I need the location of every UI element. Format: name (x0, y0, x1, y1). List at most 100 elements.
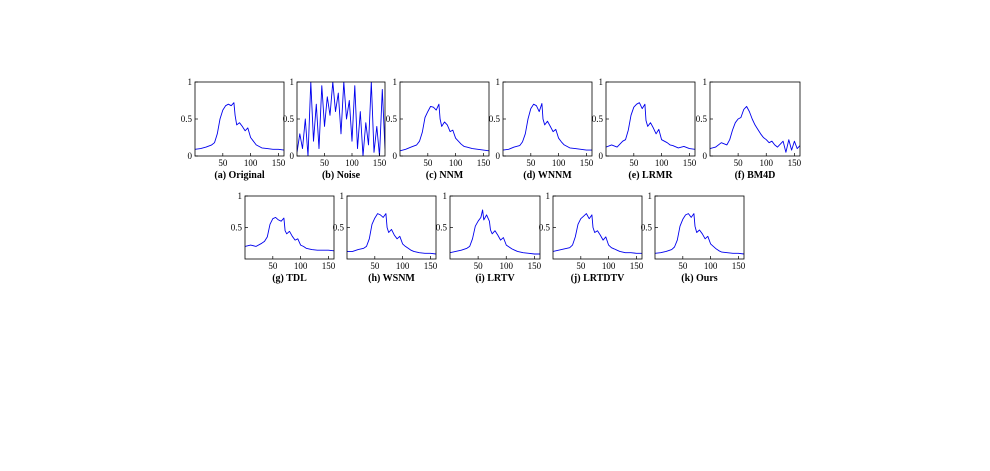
x-tick-label: 100 (294, 261, 308, 271)
subplot-1: 50 100 150 0 0.5 1 (a) Original (181, 77, 286, 181)
y-tick-label: 1 (599, 77, 604, 87)
y-tick-label: 1 (703, 77, 708, 87)
subplot-3: 50 100 150 0 0.5 1 (c) NNM (386, 77, 491, 181)
series-line (553, 213, 642, 254)
subplot-caption: (h) WSNM (368, 273, 415, 284)
x-tick-label: 150 (373, 158, 387, 168)
axes-frame (346, 195, 437, 260)
subplot-caption: (d) WNNM (523, 170, 572, 181)
y-tick-label: 0.5 (231, 223, 243, 233)
x-tick-label: 50 (526, 158, 536, 168)
x-tick-label: 150 (732, 261, 746, 271)
series-line (655, 213, 744, 255)
y-tick-label: 0.5 (641, 223, 653, 233)
series-line (606, 102, 695, 150)
series-line (245, 216, 334, 252)
x-tick-label: 150 (580, 158, 594, 168)
subplot-caption: (g) TDL (272, 273, 307, 284)
x-tick-label: 150 (424, 261, 438, 271)
x-tick-label: 50 (218, 158, 228, 168)
x-tick-label: 100 (704, 261, 718, 271)
x-tick-label: 50 (423, 158, 433, 168)
axes-frame (502, 81, 593, 157)
x-tick-label: 50 (268, 261, 278, 271)
x-tick-label: 100 (244, 158, 258, 168)
y-tick-label: 1 (188, 77, 193, 87)
y-tick-label: 1 (496, 77, 501, 87)
y-tick-label: 0 (188, 151, 193, 161)
y-tick-label: 0.5 (696, 114, 708, 124)
series-line (450, 209, 540, 255)
subplot-9: 50 100 150 0.5 1 (i) LRTV (436, 191, 542, 284)
subplot-caption: (k) Ours (681, 273, 718, 284)
subplot-10: 50 100 150 0.5 1 (j) LRTDTV (539, 191, 644, 284)
x-tick-label: 50 (576, 261, 586, 271)
subplot-caption: (a) Original (214, 170, 264, 181)
x-tick-label: 150 (477, 158, 491, 168)
series-line (297, 82, 385, 156)
series-line (710, 105, 800, 153)
y-tick-label: 0.5 (333, 223, 345, 233)
series-line (400, 103, 489, 152)
x-tick-label: 100 (500, 261, 514, 271)
subplot-5: 50 100 150 0 0.5 1 (e) LRMR (592, 77, 697, 181)
y-tick-label: 0 (703, 151, 708, 161)
y-tick-label: 0 (496, 151, 501, 161)
y-tick-label: 0.5 (181, 114, 193, 124)
x-tick-label: 150 (683, 158, 697, 168)
subplot-7: 50 100 150 0.5 1 (g) TDL (231, 191, 336, 284)
subplot-caption: (e) LRMR (628, 170, 673, 181)
x-tick-label: 150 (272, 158, 286, 168)
x-tick-label: 100 (602, 261, 616, 271)
x-tick-label: 100 (396, 261, 410, 271)
y-tick-label: 1 (443, 191, 448, 201)
subplot-caption: (f) BM4D (735, 170, 776, 181)
subplot-8: 50 100 150 0.5 1 (h) WSNM (333, 191, 438, 284)
y-tick-label: 1 (393, 77, 398, 87)
x-tick-label: 100 (655, 158, 669, 168)
y-tick-label: 0 (599, 151, 604, 161)
y-tick-label: 0.5 (283, 114, 295, 124)
x-tick-label: 50 (320, 158, 330, 168)
axes-frame (654, 195, 745, 260)
subplot-2: 50 100 150 0 0.5 1 (b) Noise (283, 77, 387, 181)
subplot-caption: (i) LRTV (475, 273, 515, 284)
axes-frame (552, 195, 643, 260)
y-tick-label: 0.5 (386, 114, 398, 124)
subplot-6: 50 100 150 0 0.5 1 (f) BM4D (696, 77, 802, 181)
x-tick-label: 150 (788, 158, 802, 168)
y-tick-label: 0.5 (489, 114, 501, 124)
axes-frame (244, 195, 335, 260)
x-tick-label: 50 (474, 261, 484, 271)
x-tick-label: 50 (370, 261, 380, 271)
series-line (503, 103, 592, 151)
y-tick-label: 0.5 (539, 223, 551, 233)
y-tick-label: 0 (393, 151, 398, 161)
y-tick-label: 0.5 (436, 223, 448, 233)
y-tick-label: 1 (546, 191, 551, 201)
series-line (347, 213, 436, 255)
y-tick-label: 1 (648, 191, 653, 201)
x-tick-label: 50 (629, 158, 639, 168)
subplot-caption: (c) NNM (426, 170, 464, 181)
x-tick-label: 100 (345, 158, 359, 168)
axes-frame (399, 81, 490, 157)
x-tick-label: 150 (630, 261, 644, 271)
x-tick-label: 150 (528, 261, 542, 271)
subplot-4: 50 100 150 0 0.5 1 (d) WNNM (489, 77, 594, 181)
y-tick-label: 1 (340, 191, 345, 201)
y-tick-label: 0.5 (592, 114, 604, 124)
x-tick-label: 100 (760, 158, 774, 168)
y-tick-label: 1 (290, 77, 295, 87)
x-tick-label: 100 (552, 158, 566, 168)
x-tick-label: 150 (322, 261, 336, 271)
axes-frame (194, 81, 285, 157)
x-tick-label: 100 (449, 158, 463, 168)
subplot-caption: (j) LRTDTV (571, 273, 626, 284)
y-tick-label: 0 (290, 151, 295, 161)
series-line (195, 102, 284, 151)
x-tick-label: 50 (678, 261, 688, 271)
subplot-11: 50 100 150 0.5 1 (k) Ours (641, 191, 746, 284)
y-tick-label: 1 (238, 191, 243, 201)
